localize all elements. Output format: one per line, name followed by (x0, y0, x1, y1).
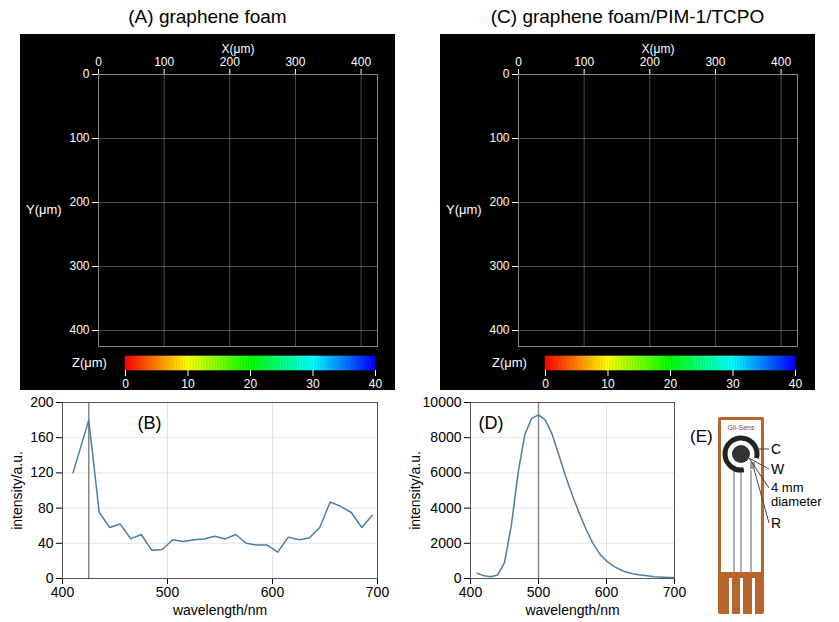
svg-text:30: 30 (726, 377, 740, 390)
svg-text:20: 20 (664, 377, 678, 390)
svg-text:wavelength/nm: wavelength/nm (524, 602, 619, 618)
svg-text:6000: 6000 (430, 464, 461, 480)
svg-text:diameter: diameter (771, 494, 822, 509)
svg-text:400: 400 (351, 55, 371, 69)
svg-text:400: 400 (51, 584, 75, 600)
svg-text:200: 200 (69, 195, 89, 209)
svg-text:200: 200 (489, 195, 509, 209)
html-text:(A) graphene foam: (A) graphene foam (128, 6, 287, 27)
svg-text:500: 500 (527, 584, 551, 600)
svg-text:intensity/a.u.: intensity/a.u. (9, 451, 25, 530)
svg-text:100: 100 (69, 131, 89, 145)
svg-text:300: 300 (489, 259, 509, 273)
svg-text:10: 10 (601, 377, 615, 390)
svg-text:10: 10 (181, 377, 195, 390)
svg-text:X(μm): X(μm) (642, 42, 675, 56)
html-text:Z(μm): Z(μm) (492, 355, 527, 370)
svg-text:0: 0 (45, 570, 54, 586)
svg-text:200: 200 (220, 55, 240, 69)
svg-text:700: 700 (663, 584, 687, 600)
html-text:(C) graphene foam/PIM-1/TCPO: (C) graphene foam/PIM-1/TCPO (490, 6, 765, 27)
svg-text:20: 20 (244, 377, 258, 390)
svg-text:300: 300 (69, 259, 89, 273)
svg-text:40: 40 (369, 377, 383, 390)
svg-text:300: 300 (285, 55, 305, 69)
svg-text:100: 100 (154, 55, 174, 69)
svg-text:100: 100 (489, 131, 509, 145)
svg-text:80: 80 (38, 500, 54, 516)
svg-text:4 mm: 4 mm (771, 480, 804, 495)
svg-text:(B): (B) (138, 413, 162, 433)
svg-text:400: 400 (489, 323, 509, 337)
svg-text:C: C (771, 441, 781, 457)
svg-text:8000: 8000 (430, 429, 461, 445)
svg-text:400: 400 (459, 584, 483, 600)
svg-text:2000: 2000 (430, 535, 461, 551)
svg-text:160: 160 (30, 429, 54, 445)
html-text:Z(μm): Z(μm) (72, 355, 107, 370)
svg-text:500: 500 (156, 584, 180, 600)
svg-text:Gii-Sens: Gii-Sens (728, 424, 755, 431)
svg-text:120: 120 (30, 464, 54, 480)
svg-text:4000: 4000 (430, 500, 461, 516)
svg-text:10000: 10000 (423, 394, 462, 410)
svg-text:200: 200 (30, 394, 54, 410)
svg-text:0: 0 (122, 377, 129, 390)
svg-text:0: 0 (515, 55, 522, 69)
svg-text:0: 0 (83, 67, 90, 81)
svg-text:300: 300 (705, 55, 725, 69)
svg-text:30: 30 (306, 377, 320, 390)
svg-text:400: 400 (69, 323, 89, 337)
svg-text:R: R (771, 515, 781, 531)
svg-text:0: 0 (95, 55, 102, 69)
svg-text:40: 40 (38, 535, 54, 551)
svg-text:0: 0 (503, 67, 510, 81)
svg-text:700: 700 (366, 584, 390, 600)
svg-text:200: 200 (640, 55, 660, 69)
svg-text:0: 0 (542, 377, 549, 390)
svg-text:100: 100 (574, 55, 594, 69)
svg-text:X(μm): X(μm) (222, 42, 255, 56)
svg-text:40: 40 (789, 377, 803, 390)
svg-text:(D): (D) (479, 413, 504, 433)
svg-text:(E): (E) (690, 427, 713, 446)
svg-text:400: 400 (771, 55, 791, 69)
svg-text:0: 0 (453, 570, 462, 586)
svg-text:wavelength/nm: wavelength/nm (172, 602, 267, 618)
html-text:Y(μm): Y(μm) (26, 202, 62, 217)
svg-text:intensity/a.u.: intensity/a.u. (407, 451, 423, 530)
svg-text:600: 600 (261, 584, 285, 600)
svg-text:W: W (771, 461, 785, 477)
html-text:Y(μm): Y(μm) (446, 202, 482, 217)
svg-text:600: 600 (595, 584, 619, 600)
